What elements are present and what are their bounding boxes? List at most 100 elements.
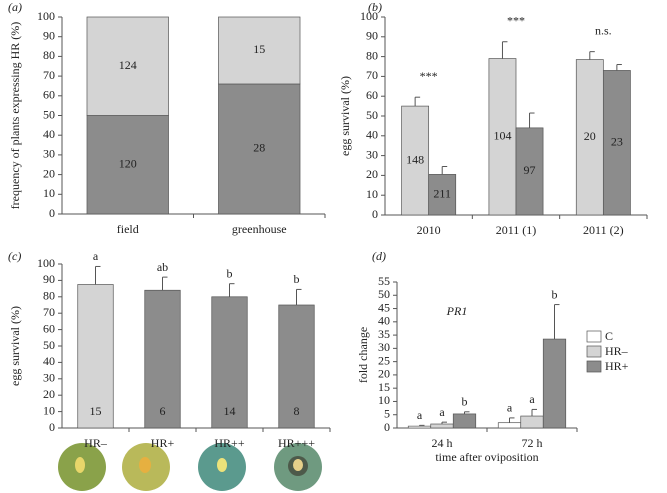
- bar: [144, 289, 181, 429]
- y-tick-label: 30: [43, 147, 55, 161]
- bar: [428, 174, 457, 216]
- y-tick-label: 10: [366, 187, 378, 201]
- y-tick-label: 30: [378, 340, 390, 354]
- count-label: 104: [493, 129, 511, 143]
- significance-letter: a: [507, 401, 513, 415]
- y-tick-label: 10: [378, 393, 390, 407]
- count-label: 20: [584, 129, 596, 143]
- y-tick-label: 55: [378, 274, 390, 288]
- y-tick-label: 35: [378, 327, 390, 341]
- legend-label: C: [605, 329, 613, 343]
- y-axis-label: frequency of plants expressing HR (%): [8, 22, 22, 210]
- bar: [520, 415, 544, 429]
- x-tick-label: 72 h: [522, 436, 543, 450]
- count-label: 211: [433, 186, 451, 200]
- significance-mark: ***: [507, 14, 525, 28]
- y-tick-label: 10: [43, 186, 55, 200]
- y-tick-label: 100: [37, 256, 55, 270]
- x-axis-label: time after oviposition: [435, 450, 538, 464]
- count-label: 23: [611, 134, 623, 148]
- y-tick-label: 10: [43, 403, 55, 417]
- y-tick-label: 90: [366, 29, 378, 43]
- count-label: 148: [406, 152, 424, 166]
- y-tick-label: 0: [384, 420, 390, 434]
- significance-letter: a: [93, 249, 99, 263]
- significance-letter: b: [294, 272, 300, 286]
- y-tick-label: 0: [372, 207, 378, 221]
- legend-label: HR+: [605, 359, 629, 373]
- y-tick-label: 70: [43, 305, 55, 319]
- bar: [77, 284, 114, 429]
- x-tick-label: 24 h: [432, 436, 453, 450]
- y-tick-label: 90: [43, 28, 55, 42]
- bar: [452, 413, 477, 429]
- y-tick-label: 90: [43, 272, 55, 286]
- x-tick-label: 2010: [417, 223, 441, 237]
- x-tick-label: HR+: [151, 436, 175, 450]
- count-label: 97: [524, 163, 536, 177]
- y-tick-label: 50: [43, 107, 55, 121]
- bar: [497, 422, 522, 429]
- bar: [218, 83, 301, 215]
- x-tick-label: 2011 (2): [583, 223, 624, 237]
- bar: [407, 425, 432, 429]
- y-tick-label: 60: [43, 321, 55, 335]
- legend-swatch: [586, 330, 602, 343]
- y-tick-label: 45: [378, 300, 390, 314]
- x-tick-label: HR–: [84, 436, 108, 450]
- y-tick-label: 20: [43, 387, 55, 401]
- y-tick-label: 40: [378, 314, 390, 328]
- x-tick-label: HR++: [214, 436, 244, 450]
- x-tick-label: 2011 (1): [496, 223, 537, 237]
- bar: [218, 16, 301, 85]
- bar: [86, 16, 169, 116]
- significance-letter: a: [439, 405, 445, 419]
- y-tick-label: 60: [43, 88, 55, 102]
- count-label: 124: [119, 58, 137, 72]
- y-tick-label: 50: [43, 338, 55, 352]
- y-tick-label: 20: [378, 367, 390, 381]
- legend-label: HR–: [605, 344, 629, 358]
- significance-letter: ab: [157, 260, 168, 274]
- count-label: 28: [253, 141, 265, 155]
- bar: [602, 70, 631, 216]
- legend-swatch: [586, 360, 602, 373]
- count-label: 15: [253, 42, 265, 56]
- chart-title: PR1: [446, 304, 468, 318]
- y-tick-label: 25: [378, 353, 390, 367]
- y-tick-label: 50: [378, 287, 390, 301]
- panel-label: (b): [368, 0, 382, 14]
- x-tick-label: HR+++: [278, 436, 315, 450]
- significance-mark: n.s.: [595, 23, 612, 37]
- y-tick-label: 70: [43, 68, 55, 82]
- significance-letter: a: [529, 392, 535, 406]
- significance-letter: b: [552, 287, 558, 301]
- x-tick-label: field: [117, 222, 139, 236]
- y-tick-label: 50: [366, 108, 378, 122]
- bar: [488, 58, 517, 216]
- y-tick-label: 20: [366, 167, 378, 181]
- y-tick-label: 0: [49, 206, 55, 220]
- bar: [542, 338, 567, 429]
- panel-label: (d): [372, 249, 386, 263]
- y-tick-label: 60: [366, 88, 378, 102]
- y-tick-label: 70: [366, 68, 378, 82]
- y-tick-label: 20: [43, 166, 55, 180]
- count-label: 8: [294, 404, 300, 418]
- y-tick-label: 40: [366, 128, 378, 142]
- count-label: 15: [90, 404, 102, 418]
- count-label: 6: [160, 404, 166, 418]
- count-label: 14: [224, 404, 236, 418]
- y-tick-label: 5: [384, 406, 390, 420]
- y-tick-label: 80: [43, 48, 55, 62]
- panel-label: (a): [8, 0, 22, 14]
- y-tick-label: 15: [378, 380, 390, 394]
- y-tick-label: 30: [366, 147, 378, 161]
- y-tick-label: 40: [43, 127, 55, 141]
- significance-mark: ***: [420, 69, 438, 83]
- count-label: 120: [119, 157, 137, 171]
- y-tick-label: 100: [360, 9, 378, 23]
- x-tick-label: greenhouse: [232, 222, 287, 236]
- y-tick-label: 80: [366, 48, 378, 62]
